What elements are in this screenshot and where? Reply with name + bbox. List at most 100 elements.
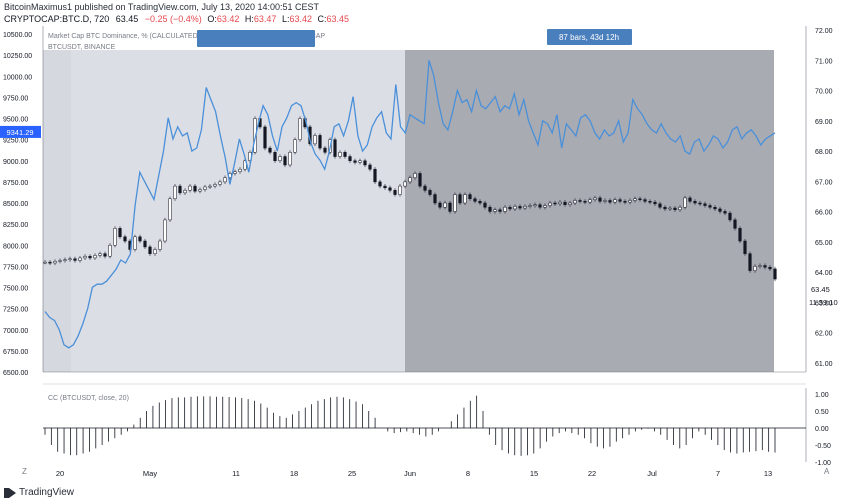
candle-body [758,265,762,267]
candle-body [373,168,377,183]
candle-body [483,202,487,208]
left-axis-tick: 8000.00 [3,243,28,250]
candle-body [628,200,632,203]
candle-body [433,194,437,204]
right-axis-tick: 69.00 [815,119,833,126]
candle-body [118,228,122,238]
x-axis-tick: 8 [466,469,470,478]
x-axis-tick: 20 [56,469,64,478]
x-axis-tick: Jun [404,469,416,478]
z-button[interactable]: Z [22,467,27,476]
candle-body [48,261,52,264]
candle-body [323,147,327,153]
legend-btcusdt: BTCUSDT, BINANCE [48,44,116,51]
candle-body [643,199,647,202]
candle-body [673,207,677,211]
candle-body [553,202,557,205]
candle-body [438,202,442,208]
candle-body [503,206,507,212]
left-axis-tick: 10000.00 [3,74,32,81]
candle-body [428,190,432,195]
candle-body [148,246,152,254]
a-button[interactable]: A [824,467,830,476]
left-axis-tick: 9500.00 [3,117,28,124]
candle-body [543,205,547,208]
candle-body [563,201,567,205]
candle-body [768,266,772,270]
left-axis-tick: 9750.00 [3,95,28,102]
candle-body [718,208,722,212]
candle-body [288,152,292,166]
range-shade-pre [43,50,71,372]
candle-body [388,187,392,191]
candle-body [283,156,287,166]
candle-body [223,177,227,183]
candle-body [688,197,692,202]
candle-body [488,206,492,212]
left-axis-tick: 7000.00 [3,328,28,335]
candle-body [583,201,587,203]
range-shade-left [71,50,405,372]
candle-body [613,199,617,203]
candle-body [538,204,542,208]
candle-body [518,206,522,209]
candle-body [423,185,427,191]
x-axis-tick: 18 [290,469,298,478]
candle-body [448,202,452,212]
change-value: −0.25 (−0.4%) [144,14,202,24]
right-axis-tick: 71.00 [815,58,833,65]
symbol-name: CRYPTOCAP:BTC.D, 720 [4,14,110,24]
tradingview-mark-icon [4,487,16,498]
right-axis-tick: 61.00 [815,361,833,368]
dominance-series-line [44,60,776,349]
open-value: 63.42 [216,14,240,24]
candle-body [473,198,477,202]
candle-body [568,202,572,205]
candle-body [393,190,397,195]
current-price-label: 9341.29 [6,128,33,137]
candle-body [443,202,447,208]
range-label-right-bg [547,29,632,45]
candle-body [493,209,497,212]
candle-body [773,268,777,280]
left-axis-tick: 10500.00 [3,32,32,39]
left-axis-tick: 7250.00 [3,307,28,314]
x-axis-tick: May [143,469,157,478]
candle-body [408,177,412,183]
countdown-label: 11:59:10 [809,298,838,307]
tradingview-logo: TradingView [4,487,74,498]
open-label: O: [207,14,217,24]
candle-body [98,253,102,256]
candle-body [68,258,72,261]
candle-body [708,205,712,208]
candle-body [83,255,87,259]
candle-body [238,168,242,172]
candle-body [378,181,382,187]
legend-dominance: Market Cap BTC Dominance, % (CALCULATED … [48,33,325,40]
candle-body [158,240,162,250]
x-axis-tick: 11 [232,469,240,478]
current-price-label-bg [0,125,41,138]
candle-body [338,152,342,157]
right-axis-tick: 62.00 [815,331,833,338]
candle-body [168,198,172,221]
candle-body [138,236,142,242]
candle-body [713,206,717,210]
candle-body [198,189,202,192]
right-axis-tick: 64.00 [815,270,833,277]
candle-body [618,199,622,202]
candle-body [528,205,532,207]
candle-body [363,160,367,166]
candle-body [658,203,662,208]
candle-body [593,197,597,200]
candle-body [203,186,207,190]
chart-canvas[interactable]: 10500.00 10250.00 10000.00 9750.00 9500.00 92… [0,26,850,486]
candle-body [738,228,742,242]
candle-body [183,190,187,194]
candle-body [573,200,577,204]
candle-body [173,185,177,200]
candle-body [743,240,747,254]
candle-body [263,126,267,149]
candle-body [753,266,757,271]
candle-body [693,201,697,204]
